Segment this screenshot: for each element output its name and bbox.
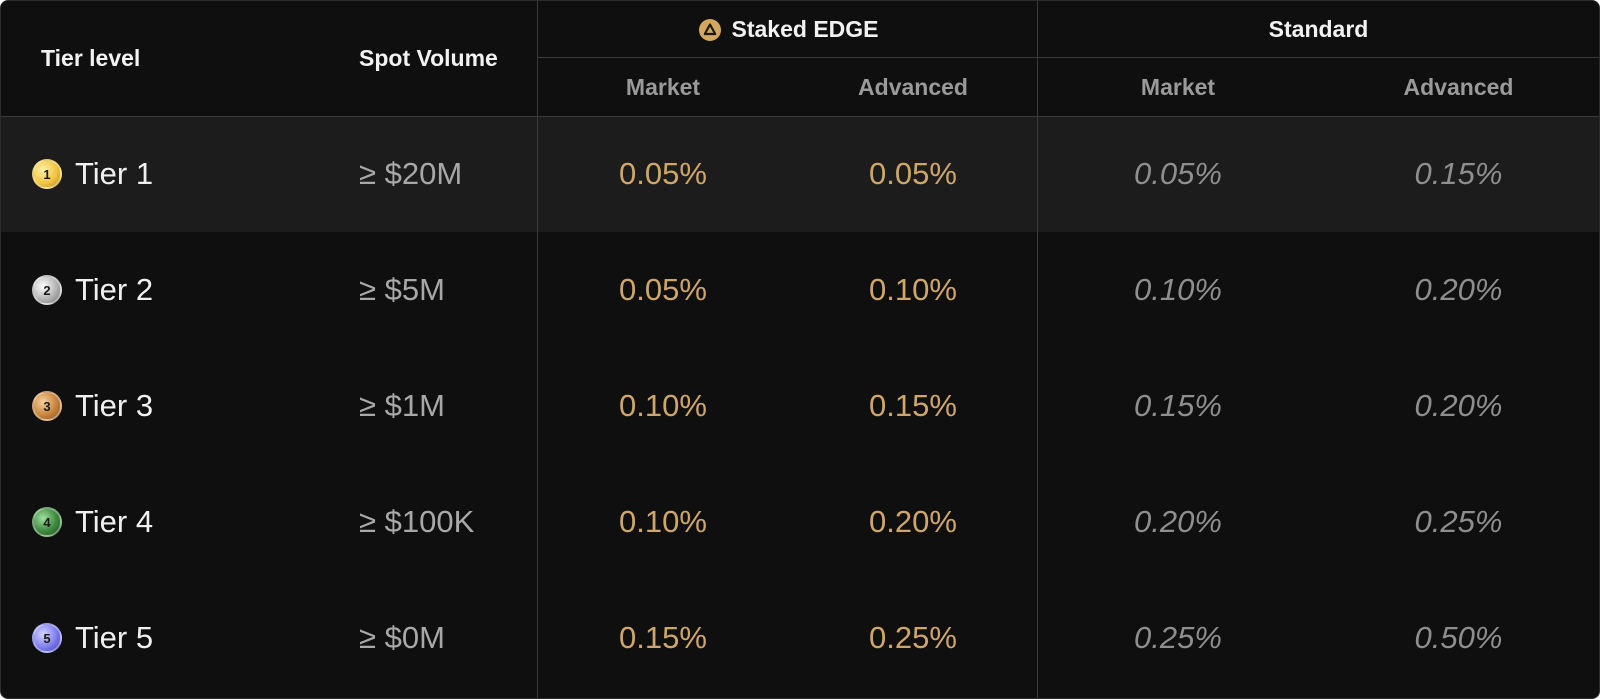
staked-advanced-fee: 0.15% — [869, 388, 957, 423]
tier-level-cell: 1 Tier 1 — [32, 116, 153, 232]
staked-market-fee: 0.05% — [619, 156, 707, 191]
tier-level-cell: 4 Tier 4 — [32, 464, 153, 580]
spot-volume-value: ≥ $0M — [359, 620, 445, 655]
spot-volume-value: ≥ $100K — [359, 504, 475, 539]
spot-volume-value: ≥ $1M — [359, 388, 445, 423]
table-row: 1 Tier 1 ≥ $20M 0.05% 0.05% 0.05% 0.15% — [1, 116, 1599, 232]
standard-advanced-fee: 0.50% — [1414, 620, 1503, 655]
table-header-sub-row: Market Advanced Market Advanced — [1, 58, 1599, 117]
staked-advanced-fee: 0.20% — [869, 504, 957, 539]
column-divider — [537, 1, 538, 698]
standard-advanced-fee: 0.25% — [1414, 504, 1503, 539]
table-row: 4 Tier 4 ≥ $100K 0.10% 0.20% 0.20% 0.25% — [1, 464, 1599, 580]
staked-market-header: Market — [625, 73, 701, 100]
table-row: 5 Tier 5 ≥ $0M 0.15% 0.25% 0.25% 0.50% — [1, 580, 1599, 696]
tier-name: Tier 3 — [75, 388, 154, 423]
standard-advanced-header: Advanced — [1403, 73, 1514, 100]
standard-market-header: Market — [1140, 73, 1216, 100]
tier-name: Tier 5 — [75, 620, 154, 655]
staked-market-fee: 0.15% — [619, 620, 707, 655]
tier-3-medal-icon: 3 — [32, 391, 62, 421]
staked-advanced-fee: 0.10% — [869, 272, 957, 307]
staked-edge-header-label: Staked EDGE — [731, 16, 879, 42]
tier-5-medal-icon: 5 — [32, 623, 62, 653]
staked-edge-header: Staked EDGE — [538, 1, 1038, 58]
standard-advanced-fee: 0.20% — [1414, 272, 1503, 307]
staked-advanced-fee: 0.05% — [869, 156, 957, 191]
tier-level-header: Tier level — [41, 45, 141, 71]
standard-market-fee: 0.15% — [1134, 388, 1222, 423]
spot-volume-header: Spot Volume — [359, 45, 498, 71]
staked-advanced-fee: 0.25% — [869, 620, 957, 655]
tier-4-medal-icon: 4 — [32, 507, 62, 537]
header-divider — [538, 57, 1599, 58]
edge-token-icon — [698, 18, 721, 41]
table-header-group-row: Staked EDGE Standard — [1, 1, 1599, 58]
staked-market-fee: 0.05% — [619, 272, 707, 307]
tier-level-cell: 5 Tier 5 — [32, 580, 153, 696]
standard-market-fee: 0.25% — [1134, 620, 1222, 655]
standard-header: Standard — [1268, 16, 1369, 42]
table-row: 3 Tier 3 ≥ $1M 0.10% 0.15% 0.15% 0.20% — [1, 348, 1599, 464]
standard-market-fee: 0.20% — [1134, 504, 1222, 539]
tier-level-cell: 2 Tier 2 — [32, 232, 153, 348]
staked-market-fee: 0.10% — [619, 388, 707, 423]
table-row: 2 Tier 2 ≥ $5M 0.05% 0.10% 0.10% 0.20% — [1, 232, 1599, 348]
standard-market-fee: 0.10% — [1134, 272, 1222, 307]
standard-advanced-fee: 0.15% — [1414, 156, 1503, 191]
tier-2-medal-icon: 2 — [32, 275, 62, 305]
tier-1-medal-icon: 1 — [32, 159, 62, 189]
staked-market-fee: 0.10% — [619, 504, 707, 539]
spot-volume-value: ≥ $5M — [359, 272, 445, 307]
spot-volume-value: ≥ $20M — [359, 156, 463, 191]
column-divider — [1037, 1, 1038, 698]
standard-market-fee: 0.05% — [1134, 156, 1222, 191]
staked-advanced-header: Advanced — [858, 73, 968, 100]
tier-level-cell: 3 Tier 3 — [32, 348, 153, 464]
tier-name: Tier 4 — [75, 504, 154, 539]
tier-name: Tier 1 — [75, 156, 154, 191]
standard-advanced-fee: 0.20% — [1414, 388, 1503, 423]
tier-name: Tier 2 — [75, 272, 154, 307]
